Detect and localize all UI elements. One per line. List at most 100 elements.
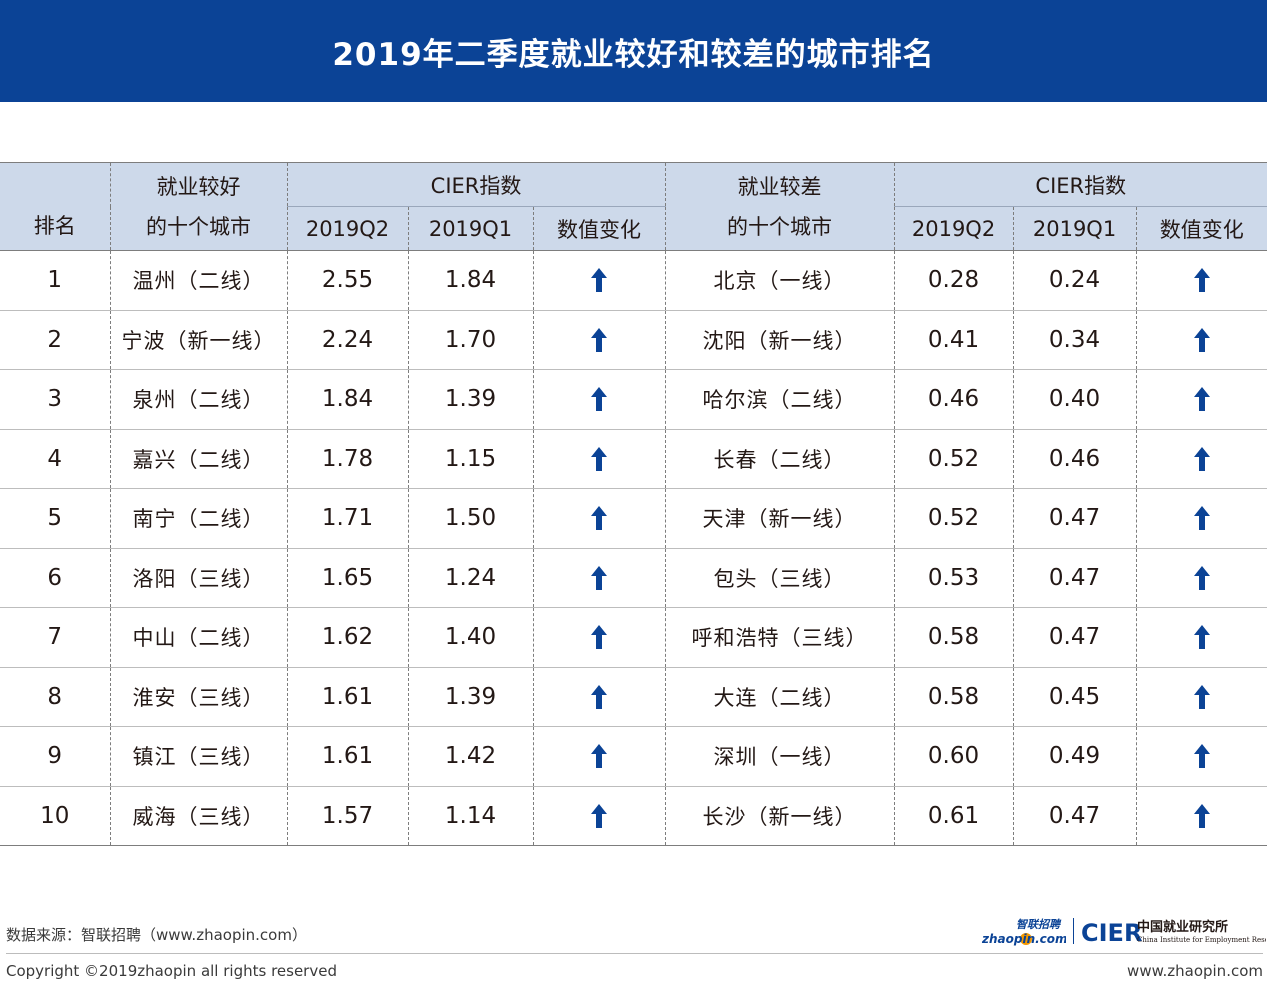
header-bad-q1: 2019Q1 bbox=[1013, 206, 1137, 251]
arrow-up-icon bbox=[1193, 446, 1211, 472]
arrow-up-icon bbox=[1193, 386, 1211, 412]
bad-change-cell bbox=[1136, 667, 1267, 727]
bad-city-cell: 深圳（一线） bbox=[665, 726, 895, 786]
cier-logo: CIER 中国就业研究所 China Institute for Employm… bbox=[1081, 919, 1266, 947]
bad-q2-cell: 0.46 bbox=[894, 369, 1014, 429]
good-q2-cell: 1.84 bbox=[287, 369, 409, 429]
table-row: 8 淮安（三线） 1.61 1.39 大连（二线） 0.58 0.45 bbox=[0, 667, 1267, 727]
bad-city-cell: 长沙（新一线） bbox=[665, 786, 895, 846]
bad-change-cell bbox=[1136, 548, 1267, 608]
page-title: 2019年二季度就业较好和较差的城市排名 bbox=[332, 36, 935, 73]
header-rank: 排名 bbox=[0, 162, 111, 251]
bad-q1-cell: 0.34 bbox=[1013, 310, 1137, 370]
good-change-cell bbox=[533, 786, 666, 846]
arrow-up-icon bbox=[590, 743, 608, 769]
good-q1-cell: 1.24 bbox=[408, 548, 534, 608]
rank-cell: 9 bbox=[0, 726, 111, 786]
good-city-cell: 嘉兴（二线） bbox=[110, 429, 288, 489]
good-q1-cell: 1.39 bbox=[408, 667, 534, 727]
header-bad-city-line2: 的十个城市 bbox=[727, 214, 833, 239]
bad-q2-cell: 0.60 bbox=[894, 726, 1014, 786]
header-bad-city-line1: 就业较差 bbox=[737, 174, 822, 199]
rank-cell: 6 bbox=[0, 548, 111, 608]
table-body: 1 温州（二线） 2.55 1.84 北京（一线） 0.28 0.24 2 宁波（新一线） 2.2… bbox=[0, 250, 1267, 846]
good-q1-cell: 1.15 bbox=[408, 429, 534, 489]
svg-text:China Institute for Employment: China Institute for Employment Research bbox=[1137, 936, 1266, 944]
bad-q2-cell: 0.61 bbox=[894, 786, 1014, 846]
bad-q1-cell: 0.49 bbox=[1013, 726, 1137, 786]
good-city-cell: 温州（二线） bbox=[110, 250, 288, 310]
good-q1-cell: 1.39 bbox=[408, 369, 534, 429]
rank-cell: 1 bbox=[0, 250, 111, 310]
bad-city-cell: 北京（一线） bbox=[665, 250, 895, 310]
good-q1-cell: 1.42 bbox=[408, 726, 534, 786]
bad-change-cell bbox=[1136, 489, 1267, 549]
bad-q1-cell: 0.47 bbox=[1013, 607, 1137, 667]
good-q2-cell: 2.24 bbox=[287, 310, 409, 370]
good-change-cell bbox=[533, 488, 666, 548]
good-q2-cell: 2.55 bbox=[287, 250, 409, 310]
bad-city-cell: 呼和浩特（三线） bbox=[665, 607, 895, 667]
good-city-cell: 宁波（新一线） bbox=[110, 310, 288, 370]
header-good-q1: 2019Q1 bbox=[408, 206, 534, 251]
table-row: 7 中山（二线） 1.62 1.40 呼和浩特（三线） 0.58 0.47 bbox=[0, 607, 1267, 667]
bad-change-cell bbox=[1136, 251, 1267, 311]
arrow-up-icon bbox=[590, 267, 608, 293]
header-row-2: 2019Q2 2019Q1 数值变化 2019Q2 2019Q1 数值变化 bbox=[0, 206, 1267, 251]
good-change-cell bbox=[533, 429, 666, 489]
arrow-up-icon bbox=[1193, 505, 1211, 531]
bad-change-cell bbox=[1136, 786, 1267, 846]
bad-change-cell bbox=[1136, 370, 1267, 430]
table-row: 6 洛阳（三线） 1.65 1.24 包头（三线） 0.53 0.47 bbox=[0, 548, 1267, 608]
bad-city-cell: 包头（三线） bbox=[665, 548, 895, 608]
data-source: 数据来源：智联招聘（www.zhaopin.com） bbox=[6, 926, 307, 944]
good-q1-cell: 1.50 bbox=[408, 488, 534, 548]
good-city-cell: 中山（二线） bbox=[110, 607, 288, 667]
svg-text:zhaopin.com: zhaopin.com bbox=[981, 932, 1066, 946]
bad-city-cell: 长春（二线） bbox=[665, 429, 895, 489]
arrow-up-icon bbox=[590, 327, 608, 353]
website-link[interactable]: www.zhaopin.com bbox=[1127, 962, 1263, 980]
header-good-city-line1: 就业较好 bbox=[156, 174, 241, 199]
svg-text:智联招聘: 智联招聘 bbox=[1016, 918, 1062, 931]
good-city-cell: 威海（三线） bbox=[110, 786, 288, 846]
arrow-up-icon bbox=[1193, 565, 1211, 591]
arrow-up-icon bbox=[590, 803, 608, 829]
good-change-cell bbox=[533, 607, 666, 667]
good-q1-cell: 1.70 bbox=[408, 310, 534, 370]
rank-cell: 10 bbox=[0, 786, 111, 846]
good-q2-cell: 1.71 bbox=[287, 488, 409, 548]
header-bad-city: 就业较差 的十个城市 bbox=[665, 162, 895, 251]
bad-q1-cell: 0.24 bbox=[1013, 250, 1137, 310]
bad-q2-cell: 0.41 bbox=[894, 310, 1014, 370]
arrow-up-icon bbox=[590, 565, 608, 591]
good-city-cell: 洛阳（三线） bbox=[110, 548, 288, 608]
good-q1-cell: 1.84 bbox=[408, 250, 534, 310]
bad-q1-cell: 0.47 bbox=[1013, 786, 1137, 846]
header-bad-index-group: CIER指数 bbox=[894, 162, 1267, 207]
good-city-cell: 泉州（二线） bbox=[110, 369, 288, 429]
arrow-up-icon bbox=[590, 386, 608, 412]
bad-q1-cell: 0.47 bbox=[1013, 548, 1137, 608]
ranking-table: 排名 就业较好 的十个城市 CIER指数 就业较差 的十个城市 CIER指数 2… bbox=[0, 162, 1267, 846]
good-change-cell bbox=[533, 250, 666, 310]
bad-city-cell: 天津（新一线） bbox=[665, 488, 895, 548]
arrow-up-icon bbox=[590, 505, 608, 531]
bad-q2-cell: 0.52 bbox=[894, 488, 1014, 548]
logos: 智联招聘 zhaopin.com CIER 中国就业研究所 China Inst… bbox=[980, 914, 1267, 948]
bad-q1-cell: 0.46 bbox=[1013, 429, 1137, 489]
table-row: 9 镇江（三线） 1.61 1.42 深圳（一线） 0.60 0.49 bbox=[0, 726, 1267, 786]
good-q2-cell: 1.57 bbox=[287, 786, 409, 846]
good-q2-cell: 1.61 bbox=[287, 726, 409, 786]
header-row-1: 排名 就业较好 的十个城市 CIER指数 就业较差 的十个城市 CIER指数 bbox=[0, 162, 1267, 251]
table-row: 4 嘉兴（二线） 1.78 1.15 长春（二线） 0.52 0.46 bbox=[0, 429, 1267, 489]
arrow-up-icon bbox=[590, 446, 608, 472]
bad-city-cell: 哈尔滨（二线） bbox=[665, 369, 895, 429]
bad-q1-cell: 0.40 bbox=[1013, 369, 1137, 429]
zhaopin-logo: 智联招聘 zhaopin.com bbox=[981, 918, 1066, 946]
good-q2-cell: 1.62 bbox=[287, 607, 409, 667]
bad-city-cell: 大连（二线） bbox=[665, 667, 895, 727]
table-row: 1 温州（二线） 2.55 1.84 北京（一线） 0.28 0.24 bbox=[0, 250, 1267, 311]
good-change-cell bbox=[533, 548, 666, 608]
good-change-cell bbox=[533, 726, 666, 786]
